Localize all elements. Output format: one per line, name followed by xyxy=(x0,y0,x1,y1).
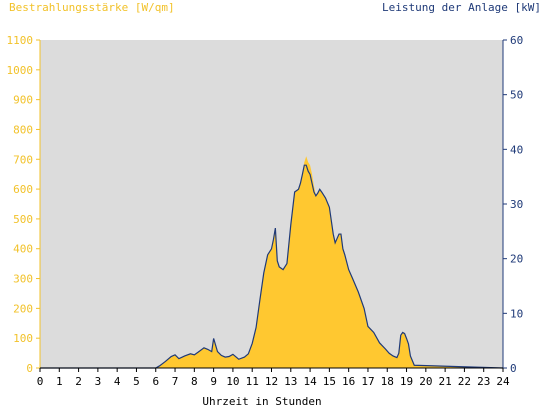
left-tick-label: 600 xyxy=(13,183,33,196)
x-tick-label: 4 xyxy=(114,375,121,388)
x-tick-label: 10 xyxy=(226,375,239,388)
left-tick-label: 100 xyxy=(13,332,33,345)
left-tick-label: 0 xyxy=(26,362,33,375)
left-tick-label: 400 xyxy=(13,243,33,256)
x-tick-label: 19 xyxy=(400,375,413,388)
x-tick-label: 5 xyxy=(133,375,140,388)
x-tick-label: 17 xyxy=(361,375,374,388)
left-tick-label: 200 xyxy=(13,302,33,315)
x-tick-label: 15 xyxy=(323,375,336,388)
x-tick-label: 24 xyxy=(496,375,510,388)
right-tick-label: 10 xyxy=(510,307,523,320)
left-tick-label: 900 xyxy=(13,94,33,107)
x-tick-label: 23 xyxy=(477,375,490,388)
right-tick-label: 50 xyxy=(510,89,523,102)
x-tick-label: 12 xyxy=(265,375,278,388)
right-tick-label: 0 xyxy=(510,362,517,375)
left-axis-ticks: 0 100 200 300 400 500 600 700 800 900 1000 1100 xyxy=(7,34,40,375)
x-tick-label: 2 xyxy=(75,375,82,388)
right-tick-label: 60 xyxy=(510,34,523,47)
x-tick-label: 11 xyxy=(246,375,259,388)
right-axis-ticks: 0 10 20 30 40 50 60 xyxy=(503,34,523,375)
right-tick-label: 20 xyxy=(510,253,523,266)
x-tick-label: 7 xyxy=(172,375,179,388)
power-series xyxy=(40,164,504,369)
irradiance-area xyxy=(40,156,503,368)
x-tick-label: 1 xyxy=(56,375,63,388)
left-tick-label: 700 xyxy=(13,153,33,166)
x-tick-label: 13 xyxy=(284,375,297,388)
left-tick-label: 300 xyxy=(13,273,33,286)
x-tick-label: 0 xyxy=(37,375,44,388)
x-tick-label: 21 xyxy=(439,375,452,388)
x-tick-label: 9 xyxy=(210,375,217,388)
right-axis-title: Leistung der Anlage [kW] xyxy=(382,1,541,14)
x-tick-label: 8 xyxy=(191,375,198,388)
left-tick-label: 500 xyxy=(13,213,33,226)
left-tick-label: 1100 xyxy=(7,34,34,47)
x-tick-label: 20 xyxy=(419,375,432,388)
x-axis-title: Uhrzeit in Stunden xyxy=(202,395,321,408)
left-axis-title: Bestrahlungsstärke [W/qm] xyxy=(9,1,175,14)
x-tick-label: 3 xyxy=(95,375,102,388)
left-tick-label: 800 xyxy=(13,123,33,136)
x-tick-label: 22 xyxy=(458,375,471,388)
right-tick-label: 30 xyxy=(510,198,523,211)
x-tick-label: 16 xyxy=(342,375,355,388)
irradiance-series xyxy=(40,156,503,368)
x-tick-label: 18 xyxy=(381,375,394,388)
x-tick-label: 14 xyxy=(303,375,317,388)
x-tick-label: 6 xyxy=(152,375,159,388)
right-tick-label: 40 xyxy=(510,143,523,156)
power-line xyxy=(40,164,504,369)
x-axis-ticks: 0 1 2 3 4 5 6 7 8 9 10 11 12 13 14 15 16 17 18 19 20 21 22 23 24 xyxy=(37,368,510,388)
left-tick-label: 1000 xyxy=(7,64,34,77)
